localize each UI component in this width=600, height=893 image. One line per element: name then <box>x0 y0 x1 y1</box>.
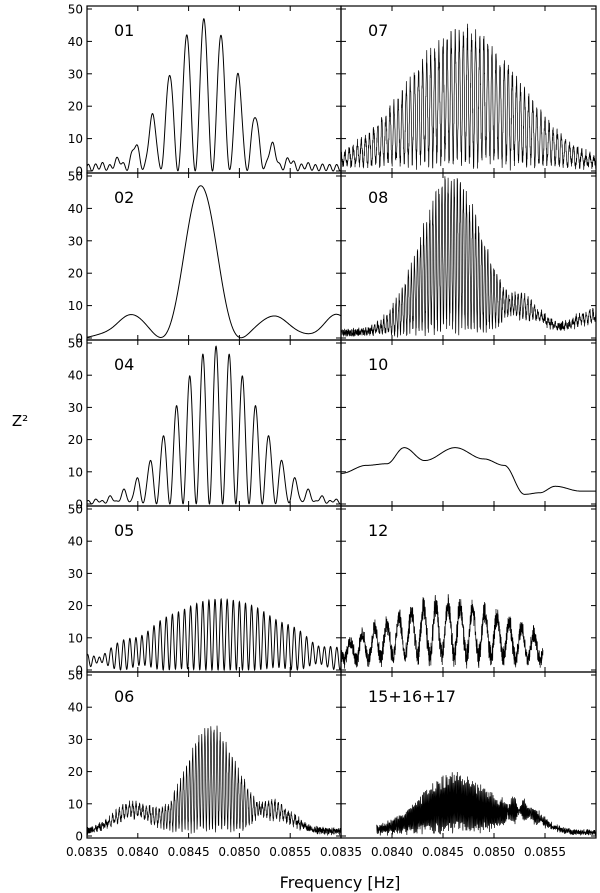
y-tick-label: 20 <box>68 765 83 779</box>
panel-label: 05 <box>114 521 134 540</box>
panel-08: 08 <box>340 172 597 341</box>
x-tick-label: 0.0845 <box>422 845 464 859</box>
y-tick-label: 30 <box>68 67 83 81</box>
panel-label: 12 <box>368 521 388 540</box>
y-tick-label: 30 <box>68 401 83 415</box>
y-tick-label: 40 <box>68 369 83 383</box>
y-tick-label: 40 <box>68 701 83 715</box>
x-axis-label: Frequency [Hz] <box>280 873 401 892</box>
x-tick-label: 0.0845 <box>168 845 210 859</box>
panel-label: 06 <box>114 687 134 706</box>
y-tick-label: 40 <box>68 202 83 216</box>
panel-label: 08 <box>368 188 388 207</box>
panel-label: 04 <box>114 355 134 374</box>
series-line-02 <box>86 185 342 339</box>
x-tick-label: 0.0855 <box>269 845 311 859</box>
y-tick-label: 0 <box>75 664 83 678</box>
series-line-04 <box>86 345 342 505</box>
series-line-10 <box>340 447 596 495</box>
y-tick-label: 30 <box>68 567 83 581</box>
y-tick-label: 30 <box>68 733 83 747</box>
panel-label: 15+16+17 <box>368 687 456 706</box>
y-tick-label: 10 <box>68 132 83 146</box>
series-line-08 <box>340 176 597 338</box>
y-tick-label: 50 <box>68 503 83 517</box>
y-tick-label: 0 <box>75 165 83 179</box>
y-tick-label: 10 <box>68 299 83 313</box>
panel-05: 0 10 20 30 40 50 05 <box>68 503 342 678</box>
panel-label: 01 <box>114 21 134 40</box>
series-line-12 <box>340 594 544 669</box>
panel-04: 0 10 20 30 40 50 04 <box>68 337 342 512</box>
y-tick-label: 50 <box>68 3 83 17</box>
y-tick-label: 10 <box>68 797 83 811</box>
y-axis-label: Z² <box>12 412 28 430</box>
x-tick-label: 0.0835 <box>66 845 108 859</box>
y-tick-label: 50 <box>68 337 83 351</box>
y-tick-label: 10 <box>68 465 83 479</box>
panel-grid: 0 10 20 30 40 50 01 07 0 10 20 30 40 50 02 08 0 10 20 30 40 5… <box>66 3 597 859</box>
panel-06: 0 10 20 30 40 50 0.0835 0.0840 0.0845 0.0850 0.085… <box>66 669 342 859</box>
panel-10: 10 <box>340 339 597 507</box>
x-tick-label: 0.0855 <box>524 845 566 859</box>
panel-label: 02 <box>114 188 134 207</box>
y-tick-label: 0 <box>75 830 83 844</box>
series-line-01 <box>86 18 342 172</box>
series-line-06 <box>86 725 342 836</box>
y-tick-label: 20 <box>68 100 83 114</box>
x-tick-label: 0.0835 <box>320 845 362 859</box>
panel-01: 0 10 20 30 40 50 01 <box>68 3 342 179</box>
y-tick-label: 40 <box>68 35 83 49</box>
y-tick-label: 20 <box>68 433 83 447</box>
y-tick-label: 20 <box>68 599 83 613</box>
x-tick-label: 0.0850 <box>473 845 515 859</box>
series-line-05 <box>86 597 342 672</box>
series-line-07 <box>340 23 597 171</box>
y-tick-label: 50 <box>68 669 83 683</box>
series-line-15+16+17 <box>376 771 597 836</box>
x-tick-label: 0.0840 <box>117 845 159 859</box>
y-tick-label: 20 <box>68 267 83 281</box>
y-tick-label: 10 <box>68 631 83 645</box>
panel-07: 07 <box>340 5 597 174</box>
panel-label: 10 <box>368 355 388 374</box>
panel-frame <box>340 671 597 839</box>
y-tick-label: 50 <box>68 170 83 184</box>
y-tick-label: 40 <box>68 535 83 549</box>
y-tick-label: 0 <box>75 498 83 512</box>
panel-02: 0 10 20 30 40 50 02 <box>68 170 342 346</box>
x-tick-label: 0.0850 <box>218 845 260 859</box>
panel-15+16+17: 0.0835 0.0840 0.0845 0.0850 0.0855 15+16+17 <box>320 671 597 859</box>
x-tick-label: 0.0840 <box>371 845 413 859</box>
panel-label: 07 <box>368 21 388 40</box>
panel-12: 12 <box>340 505 597 673</box>
y-tick-label: 30 <box>68 234 83 248</box>
y-tick-label: 0 <box>75 332 83 346</box>
